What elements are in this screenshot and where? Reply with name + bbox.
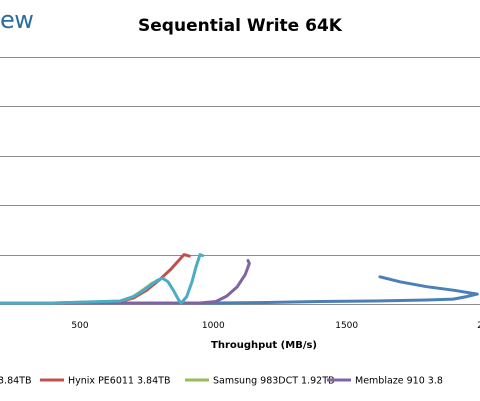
x-tick-label: 1500: [335, 321, 358, 331]
series-line-3: [0, 279, 159, 305]
x-tick-label: 500: [71, 321, 88, 331]
legend-label: Samsung 983DCT 1.92TB: [213, 376, 335, 387]
series-line-1: [0, 275, 479, 305]
x-axis-label: Throughput (MB/s): [211, 340, 317, 351]
series-line-4: [0, 259, 251, 305]
legend-label: 3.84TB: [0, 376, 31, 387]
legend-label: Hynix PE6011 3.84TB: [68, 376, 170, 387]
x-tick-label: 2: [477, 321, 480, 331]
chart-title: Sequential Write 64K: [138, 16, 342, 36]
brand-logo-fragment: ew: [0, 6, 34, 34]
legend-label: Memblaze 910 3.8: [355, 376, 443, 387]
series-line-5: [0, 253, 205, 305]
x-tick-label: 1000: [202, 321, 225, 331]
